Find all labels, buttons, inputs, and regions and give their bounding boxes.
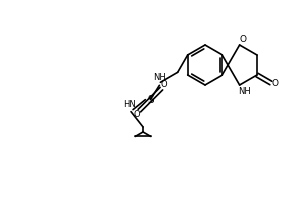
- Text: S: S: [147, 95, 154, 105]
- Text: NH: NH: [238, 86, 251, 96]
- Text: NH: NH: [153, 73, 166, 82]
- Text: O: O: [160, 80, 167, 89]
- Text: HN: HN: [123, 100, 135, 109]
- Text: O: O: [239, 36, 246, 45]
- Text: O: O: [133, 110, 140, 119]
- Text: O: O: [271, 78, 278, 88]
